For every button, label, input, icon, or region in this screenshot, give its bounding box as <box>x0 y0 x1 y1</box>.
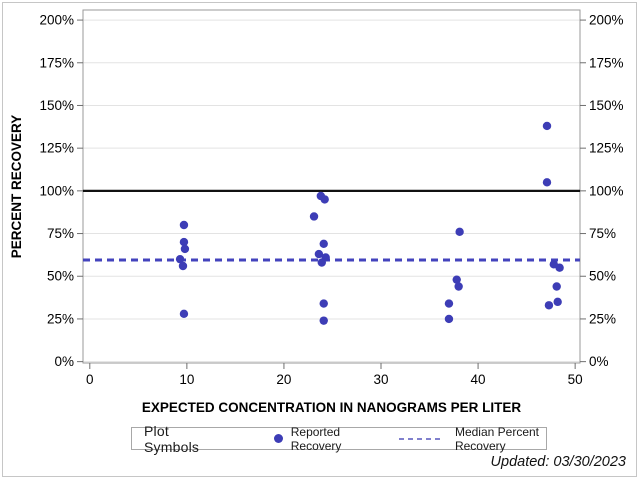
data-point <box>454 282 463 291</box>
y-tick-label-left: 25% <box>47 311 74 326</box>
x-tick-label: 40 <box>471 372 486 387</box>
x-tick-label: 20 <box>276 372 291 387</box>
data-point <box>542 178 552 187</box>
y-tick-label-left: 100% <box>39 183 74 198</box>
legend-item-label: Median Percent Recovery <box>454 424 539 453</box>
y-tick-label-left: 200% <box>39 13 74 28</box>
y-tick-label-right: 50% <box>589 269 616 284</box>
data-point <box>309 212 319 221</box>
data-point <box>552 282 561 291</box>
data-point <box>314 249 324 259</box>
y-tick-label-right: 25% <box>589 311 616 326</box>
reported-recovery-marker-icon <box>273 434 283 443</box>
y-tick-label-left: 0% <box>54 354 74 369</box>
data-point <box>319 239 328 248</box>
data-point <box>444 314 454 324</box>
y-tick-label-right: 150% <box>589 98 624 113</box>
data-point <box>179 220 189 230</box>
x-tick-label: 50 <box>568 372 583 387</box>
y-tick-label-right: 100% <box>589 183 624 198</box>
data-point <box>544 301 554 310</box>
y-tick-label-right: 125% <box>589 141 624 156</box>
data-point <box>455 227 464 237</box>
y-tick-label-right: 175% <box>589 55 624 70</box>
y-tick-label-right: 75% <box>589 226 616 241</box>
x-tick-label: 30 <box>373 372 388 387</box>
y-tick-label-left: 150% <box>39 98 74 113</box>
data-point <box>444 299 454 308</box>
y-tick-label-left: 75% <box>47 226 74 241</box>
data-point <box>452 275 461 284</box>
y-tick-label-left: 175% <box>39 55 74 70</box>
y-tick-label-left: 125% <box>39 141 74 156</box>
legend: Plot Symbols Reported Recovery Median Pe… <box>131 423 547 455</box>
data-point <box>555 263 564 272</box>
data-point <box>179 309 189 319</box>
data-point <box>320 195 329 204</box>
x-tick-label: 0 <box>86 372 94 387</box>
data-point <box>319 316 328 325</box>
data-point <box>553 297 562 307</box>
x-axis-title: EXPECTED CONCENTRATION IN NANOGRAMS PER … <box>142 400 522 415</box>
data-point <box>175 254 185 264</box>
legend-item-reported-recovery: Reported Recovery <box>273 424 365 453</box>
legend-title: Plot Symbols <box>144 422 200 455</box>
plot-frame <box>82 9 581 364</box>
legend-item-label: Reported Recovery <box>290 424 342 453</box>
updated-note: Updated: 03/30/2023 <box>490 454 626 470</box>
data-point <box>180 244 190 254</box>
data-point <box>319 299 328 308</box>
data-point <box>179 237 189 247</box>
data-point <box>317 258 326 267</box>
y-tick-label-right: 0% <box>589 354 609 369</box>
data-point <box>178 261 188 271</box>
x-tick-label: 10 <box>179 372 194 387</box>
legend-item-median-recovery: Median Percent Recovery <box>398 424 546 453</box>
median-line-swatch-icon <box>398 437 443 440</box>
y-axis-title: PERCENT RECOVERY <box>9 115 24 259</box>
y-tick-label-left: 50% <box>47 269 74 284</box>
y-tick-label-right: 200% <box>589 13 624 28</box>
data-point <box>542 121 552 131</box>
